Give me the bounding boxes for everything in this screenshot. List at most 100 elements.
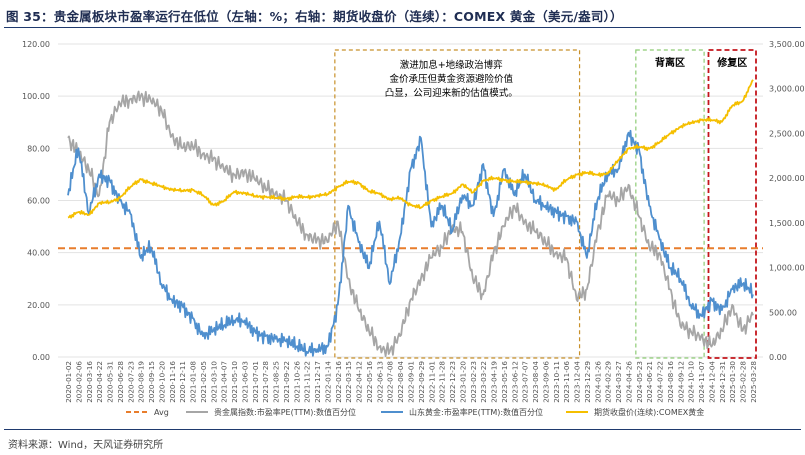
right-tick-label: 1,000.00 [769,264,805,273]
x-tick-label: 2022-12-23 [448,361,457,403]
x-tick-label: 2023-10-11 [552,361,561,403]
x-tick-label: 2023-12-04 [573,361,582,403]
zone-label: 背离区 [655,56,685,69]
annotation-text: 激进加息+地缘政治博弈金价承压但黄金资源避险价值凸显，公司迎来新的估值模式。 [385,59,518,99]
x-tick-label: 2022-05-16 [365,361,374,403]
x-tick-label: 2022-04-12 [355,361,364,403]
zone-label: 修复区 [716,56,747,69]
x-tick-label: 2024-12-31 [718,361,727,403]
left-tick-label: 100.00 [22,92,50,101]
x-tick-label: 2021-10-26 [292,361,301,403]
x-tick-label: 2022-09-29 [417,361,426,403]
x-tick-label: 2023-12-29 [583,361,592,403]
right-axis-ticks: 0.00 500.00 1,000.00 1,500.00 2,000.00 2,500.… [769,40,805,362]
legend-label: 山东黄金:市盈率PE(TTM):数值百分位 [409,407,543,417]
right-tick-label: 2,500.00 [769,129,805,138]
x-tick-label: 2020-02-06 [74,361,83,403]
zone-labels: 背离区 修复区 [655,56,747,69]
x-tick-label: 2020-09-15 [147,361,156,403]
x-tick-label: 2022-01-14 [323,361,332,403]
x-tick-label: 2020-06-28 [116,361,125,403]
x-tick-label: 2020-03-16 [85,361,94,403]
x-tick-label: 2023-04-19 [490,361,499,403]
source-note: 资料来源：Wind，天风证券研究所 [8,440,164,451]
left-axis-ticks: 0.00 20.00 40.00 60.00 80.00 100.00 120.00 [22,40,50,362]
x-tick-label: 2021-06-03 [240,361,249,403]
x-tick-label: 2024-04-26 [624,361,633,403]
x-tick-label: 2020-01-02 [64,361,73,403]
legend-label: 期货收盘价(连续):COMEX黄金 [594,407,704,417]
figure-title: 图 35：贵金属板块市盈率运行在低位（左轴：%；右轴：期货收盘价（连续）：COM… [6,9,623,24]
left-tick-label: 120.00 [22,40,50,49]
x-tick-label: 2022-11-01 [427,361,436,403]
x-tick-label: 2020-04-22 [95,361,104,403]
left-tick-label: 40.00 [27,249,50,258]
x-tick-label: 2023-07-07 [521,361,530,403]
title-rule [4,27,801,28]
x-tick-label: 2024-05-23 [635,361,644,403]
left-tick-label: 80.00 [27,144,50,153]
legend-label: 贵金属指数:市盈率PE(TTM):数值百分位 [214,407,356,417]
x-tick-label: 2023-01-20 [458,361,467,403]
right-tick-label: 3,500.00 [769,40,805,49]
left-tick-label: 20.00 [27,301,50,310]
series-line [67,79,754,219]
annotation-line: 激进加息+地缘政治博弈 [400,59,503,71]
x-tick-label: 2024-01-26 [593,361,602,403]
x-tick-label: 2024-06-21 [645,361,654,403]
annotation-line: 凸显，公司迎来新的估值模式。 [385,87,518,99]
x-tick-label: 2024-02-29 [604,361,613,403]
x-tick-label: 2020-05-31 [106,361,115,403]
right-tick-label: 1,500.00 [769,219,805,228]
x-tick-label: 2021-07-01 [251,361,260,403]
x-tick-label: 2021-05-10 [230,361,239,403]
x-tick-label: 2023-02-23 [469,361,478,403]
x-tick-label: 2025-02-28 [739,361,748,403]
x-tick-label: 2021-04-07 [220,361,229,403]
x-tick-label: 2024-12-04 [707,361,716,403]
left-tick-label: 0.00 [32,353,50,362]
x-tick-label: 2022-02-16 [334,361,343,403]
x-tick-label: 2020-08-19 [137,361,146,403]
zone-box [334,49,581,359]
series-line [67,90,754,358]
x-tick-label: 2020-10-20 [157,361,166,403]
x-tick-label: 2024-11-07 [697,361,706,403]
legend-label: Avg [154,408,169,417]
x-tick-label: 2022-11-28 [438,361,447,403]
x-tick-label: 2022-09-01 [407,361,416,403]
x-tick-label: 2023-06-12 [510,361,519,403]
x-tick-label: 2022-08-04 [396,361,405,403]
series-lines [67,79,754,358]
x-tick-label: 2024-09-12 [676,361,685,403]
right-tick-label: 2,000.00 [769,174,805,183]
zone-box [707,49,757,359]
right-tick-label: 3,000.00 [769,85,805,94]
series-line [67,129,754,357]
x-tick-label: 2022-07-08 [386,361,395,403]
annotation-line: 金价承压但黄金资源避险价值 [389,73,513,85]
chart: 0.00 20.00 40.00 60.00 80.00 100.00 120.00 0.0… [22,40,805,417]
x-tick-label: 2022-03-15 [344,361,353,403]
x-tick-label: 2023-09-06 [541,361,550,403]
x-tick-label: 2025-03-28 [749,361,758,403]
x-tick-label: 2024-07-22 [656,361,665,403]
x-tick-label: 2023-11-06 [562,361,571,403]
x-tick-label: 2021-02-05 [199,361,208,403]
x-tick-label: 2021-08-25 [272,361,281,403]
x-tick-label: 2020-11-16 [168,361,177,403]
right-tick-label: 0.00 [769,353,787,362]
legend: Avg 贵金属指数:市盈率PE(TTM):数值百分位 山东黄金:市盈率PE(TTM)… [126,407,704,417]
x-axis-labels: 2020-01-02 2020-02-06 2020-03-16 2020-04-22… [64,361,758,403]
source-rule [4,429,801,430]
x-tick-label: 2023-08-04 [531,361,540,403]
x-tick-label: 2023-03-22 [479,361,488,403]
x-tick-label: 2021-07-28 [261,361,270,403]
x-tick-label: 2024-03-27 [614,361,623,403]
x-tick-label: 2025-01-30 [728,361,737,403]
x-tick-label: 2020-12-11 [178,361,187,403]
x-tick-label: 2021-12-17 [313,361,322,403]
x-tick-label: 2022-06-13 [375,361,384,403]
x-tick-label: 2020-07-23 [126,361,135,403]
x-tick-label: 2021-09-22 [282,361,291,403]
